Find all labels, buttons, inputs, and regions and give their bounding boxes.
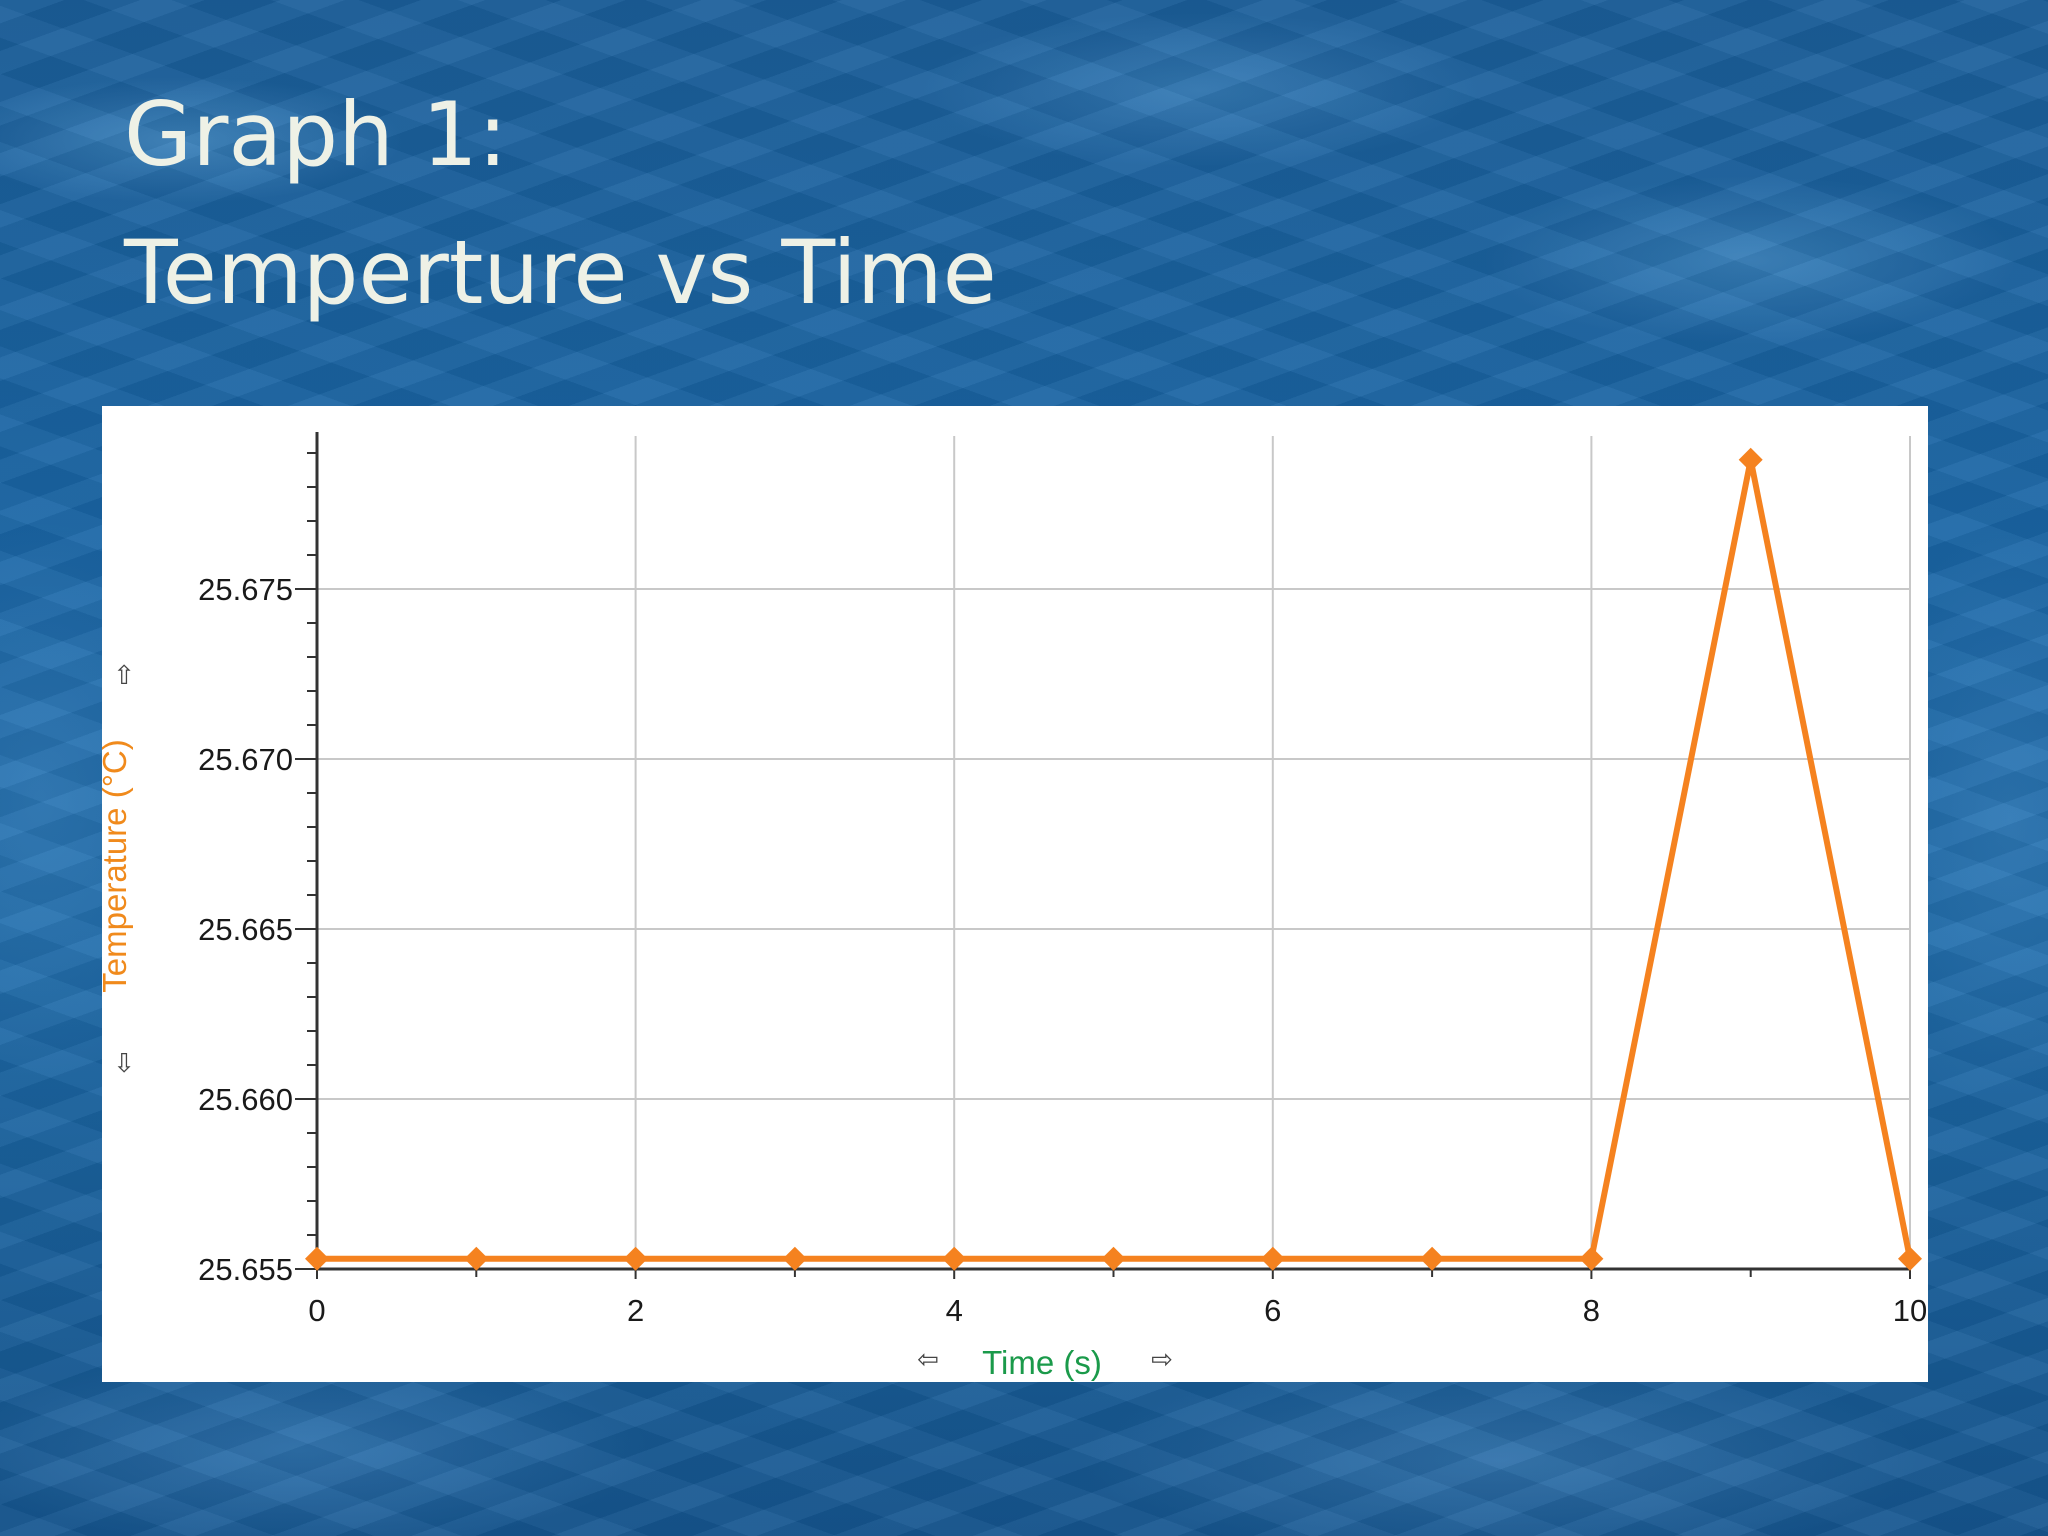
y-tick-label: 25.665 bbox=[198, 912, 293, 947]
x-axis-title: Time (s) bbox=[982, 1344, 1102, 1381]
arrow-left-icon[interactable]: ⇦ bbox=[917, 1345, 939, 1375]
x-tick-label: 6 bbox=[1264, 1293, 1281, 1328]
data-point-marker bbox=[782, 1246, 807, 1271]
series-line bbox=[317, 459, 1913, 1262]
slide-title-line-2: Temperture vs Time bbox=[124, 221, 997, 324]
arrow-up-icon[interactable]: ⇧ bbox=[113, 661, 135, 691]
data-point-marker bbox=[623, 1246, 648, 1271]
slide-title: Graph 1: Temperture vs Time bbox=[124, 66, 997, 342]
axes bbox=[295, 432, 1911, 1279]
x-tick-label: 0 bbox=[308, 1293, 325, 1328]
tick-labels: 0 2 4 6 8 10 25.655 25.660 25.665 25.670 25.675 bbox=[198, 572, 1927, 1328]
data-point-marker bbox=[1420, 1246, 1445, 1271]
grid-lines bbox=[317, 436, 1911, 1269]
y-tick-label: 25.660 bbox=[198, 1082, 293, 1117]
x-tick-label: 2 bbox=[627, 1293, 644, 1328]
y-axis-title: Temperature (°C) bbox=[102, 739, 133, 992]
line-chart: 0 2 4 6 8 10 25.655 25.660 25.665 25.670 25.675 Ti… bbox=[102, 432, 1927, 1381]
x-tick-label: 8 bbox=[1583, 1293, 1600, 1328]
y-tick-label: 25.670 bbox=[198, 742, 293, 777]
y-tick-label: 25.675 bbox=[198, 572, 293, 607]
data-point-marker bbox=[464, 1246, 489, 1271]
x-tick-label: 10 bbox=[1893, 1293, 1927, 1328]
x-tick-label: 4 bbox=[946, 1293, 963, 1328]
arrow-down-icon[interactable]: ⇩ bbox=[113, 1049, 135, 1079]
y-tick-label: 25.655 bbox=[198, 1252, 293, 1287]
arrow-right-icon[interactable]: ⇨ bbox=[1151, 1345, 1173, 1375]
series-temperature bbox=[305, 447, 1922, 1271]
data-point-marker bbox=[1260, 1246, 1285, 1271]
slide-title-line-1: Graph 1: bbox=[124, 83, 508, 186]
data-point-marker bbox=[305, 1246, 329, 1271]
chart-panel: 0 2 4 6 8 10 25.655 25.660 25.665 25.670 25.675 Ti… bbox=[102, 406, 1928, 1382]
data-point-marker bbox=[1101, 1246, 1126, 1271]
data-point-marker bbox=[1898, 1246, 1922, 1271]
data-point-marker bbox=[1738, 447, 1763, 472]
data-point-marker bbox=[1579, 1246, 1604, 1271]
data-point-marker bbox=[942, 1246, 967, 1271]
